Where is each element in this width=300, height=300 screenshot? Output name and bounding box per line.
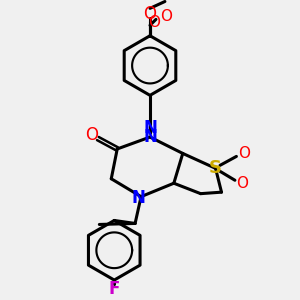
Text: O: O (143, 5, 157, 23)
Text: N: N (143, 128, 157, 146)
Text: O: O (85, 126, 98, 144)
Text: F: F (109, 280, 120, 298)
Text: N: N (143, 119, 157, 137)
Text: O: O (236, 176, 248, 191)
Text: O: O (148, 15, 160, 30)
Text: S: S (209, 159, 222, 177)
Text: N: N (131, 189, 145, 207)
Text: O: O (238, 146, 250, 161)
Text: O: O (160, 9, 172, 24)
